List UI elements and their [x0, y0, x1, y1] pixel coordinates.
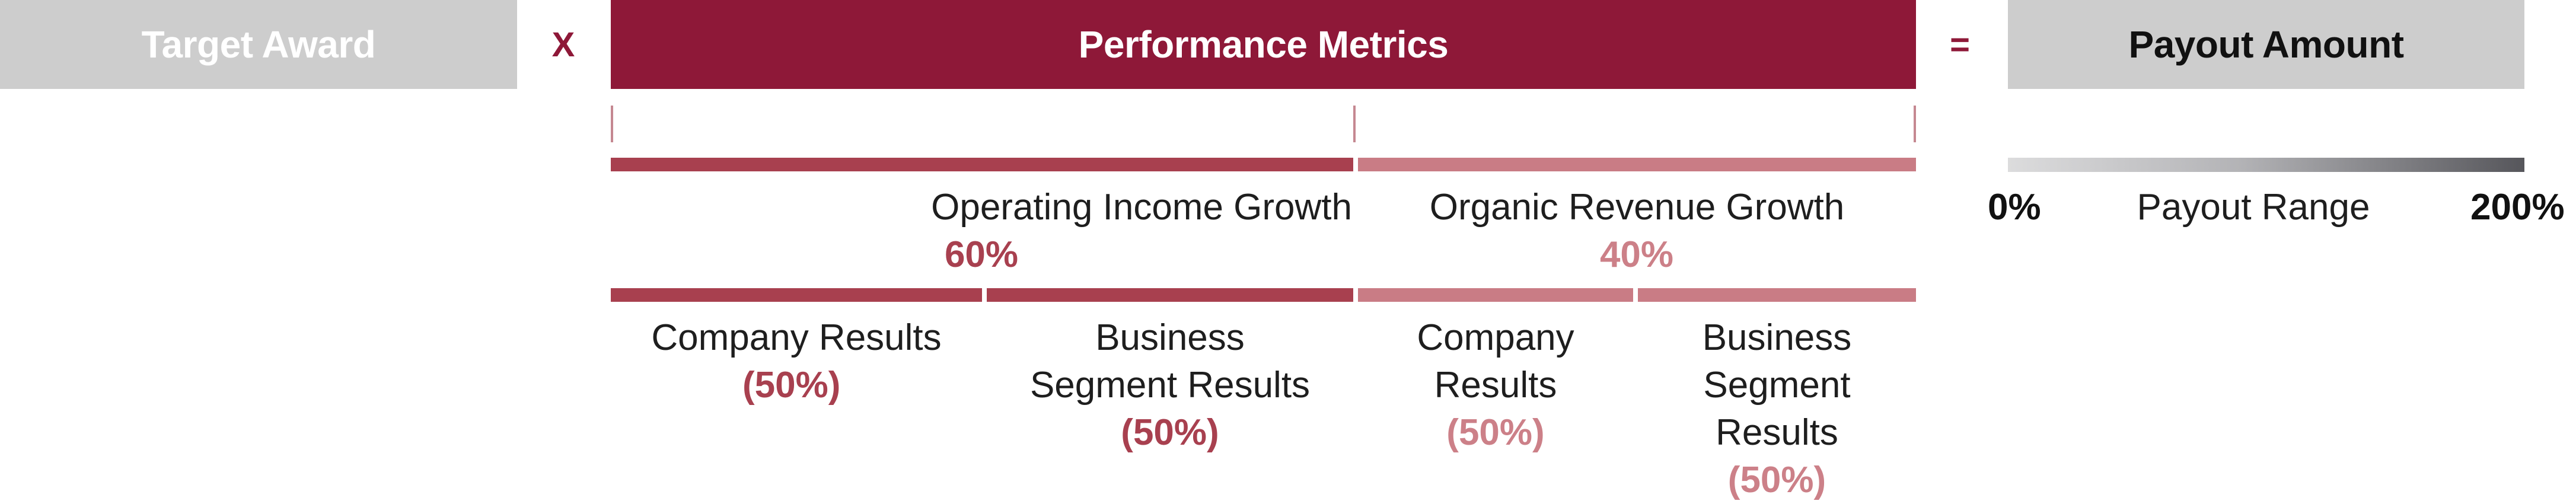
organic-revenue-label: Organic Revenue Growth	[1429, 187, 1845, 228]
payout-range-max: 200%	[2470, 187, 2565, 228]
organic-company-label-line2: Results	[1434, 365, 1557, 406]
connector-tick-middle	[1353, 106, 1356, 142]
organic-company-label-line1: Company	[1417, 317, 1574, 358]
equals-sign: =	[1950, 25, 1970, 64]
target-award-box: Target Award	[0, 0, 517, 89]
multiply-sign: X	[551, 25, 575, 64]
organic-company-results-bar	[1358, 288, 1633, 302]
performance-metrics-box: Performance Metrics	[611, 0, 1916, 89]
connector-tick-left	[611, 106, 613, 142]
payout-range-gradient-bar	[2008, 158, 2524, 172]
business-segment-label-line2: Segment Results	[1029, 365, 1311, 406]
company-results-bar	[611, 288, 982, 302]
payout-range-min: 0%	[1988, 187, 2041, 228]
organic-revenue-bar	[1358, 158, 1916, 171]
operating-income-label: Operating Income Growth	[931, 187, 1352, 228]
payout-range-label: Payout Range	[2137, 187, 2370, 228]
organic-business-label-line3: Results	[1716, 412, 1838, 453]
payout-amount-box: Payout Amount	[2008, 0, 2524, 89]
payout-amount-label: Payout Amount	[2128, 23, 2405, 66]
target-award-label: Target Award	[141, 23, 376, 66]
organic-business-label-line1: Business	[1702, 317, 1852, 358]
connector-tick-right	[1914, 106, 1916, 142]
organic-business-segment-results-bar	[1638, 288, 1916, 302]
organic-revenue-weight: 40%	[1599, 234, 1674, 275]
company-results-label: Company Results	[651, 317, 942, 358]
organic-business-segment-results-weight: (50%)	[1727, 460, 1826, 500]
organic-business-label-line2: Segment	[1703, 365, 1851, 406]
business-segment-label-line1: Business	[1095, 317, 1245, 358]
operating-income-bar	[611, 158, 1353, 171]
performance-metrics-label: Performance Metrics	[1078, 23, 1449, 66]
operating-income-weight: 60%	[944, 234, 1019, 275]
organic-company-results-weight: (50%)	[1446, 412, 1545, 453]
business-segment-results-weight: (50%)	[1121, 412, 1219, 453]
company-results-weight: (50%)	[742, 365, 841, 406]
business-segment-results-bar	[987, 288, 1353, 302]
